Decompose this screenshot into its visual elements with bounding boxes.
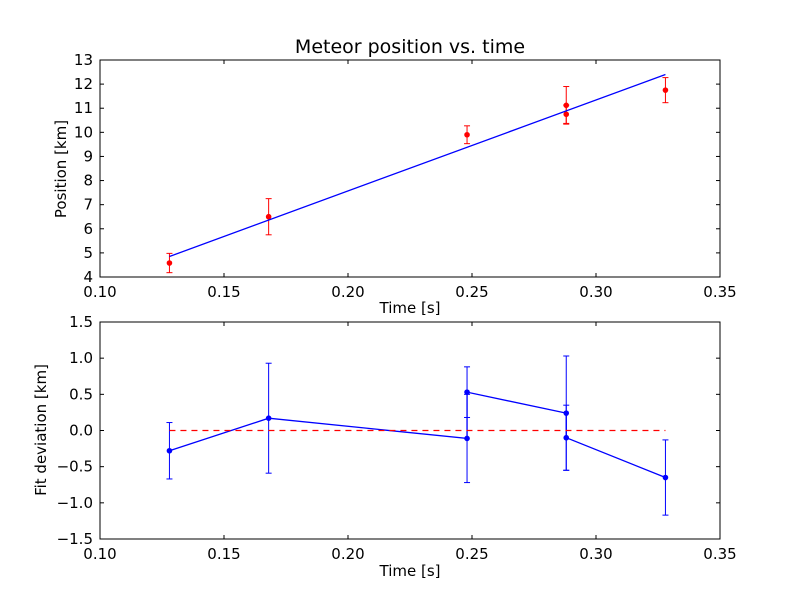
deviation-x-axis-label: Time [s]: [379, 562, 441, 580]
data-point: [464, 131, 470, 138]
y-tick-label: 9: [83, 147, 93, 165]
x-tick-label: 0.15: [207, 545, 240, 563]
position-ticks-layer: 0.10 0.15 0.20 0.25 0.30 0.35 4 5 6 7 8 9 10 11 12 13: [74, 51, 737, 301]
y-tick-label: 1.0: [69, 349, 93, 367]
y-tick-label: −0.5: [57, 458, 93, 476]
position-plot-frame: [99, 59, 721, 278]
x-tick-label: 0.10: [83, 283, 116, 301]
deviation-series-layer: [166, 355, 669, 516]
data-point: [662, 474, 669, 481]
chart-title: Meteor position vs. time: [295, 36, 525, 58]
data-point: [563, 102, 570, 109]
x-tick-label: 0.25: [455, 283, 488, 301]
y-tick-label: 6: [83, 220, 93, 238]
y-tick-label: 13: [74, 51, 93, 69]
data-point: [265, 213, 272, 220]
x-tick-label: 0.20: [331, 283, 364, 301]
y-tick-label: 0.0: [69, 422, 93, 440]
deviation-y-axis-label: Fit deviation [km]: [32, 364, 50, 496]
x-tick-label: 0.35: [703, 283, 736, 301]
linear-fit-line: [169, 73, 666, 258]
data-point: [662, 87, 669, 93]
data-point: [265, 415, 272, 422]
x-tick-label: 0.20: [331, 545, 364, 563]
data-point: [464, 389, 470, 395]
x-tick-label: 0.30: [579, 545, 612, 563]
y-tick-label: 0.5: [69, 385, 93, 403]
data-point: [166, 447, 173, 454]
position-y-axis-label: Position [km]: [52, 120, 70, 218]
y-tick-label: 8: [83, 172, 93, 190]
y-tick-label: 12: [74, 75, 93, 93]
y-tick-label: −1.0: [57, 494, 93, 512]
x-tick-label: 0.10: [83, 545, 116, 563]
x-tick-label: 0.15: [207, 283, 240, 301]
position-chart: 0.10 0.15 0.20 0.25 0.30 0.35 4 5 6 7 8 9 10 11 12 13 M…: [52, 36, 737, 317]
y-tick-label: 4: [83, 268, 93, 286]
y-tick-label: 10: [74, 123, 93, 141]
data-point: [563, 434, 570, 441]
deviation-ticks-layer: 0.10 0.15 0.20 0.25 0.30 0.35 −1.5 −1.0 −0.5 0.0 0…: [57, 313, 737, 563]
x-tick-label: 0.35: [703, 545, 736, 563]
deviation-chart: 0.10 0.15 0.20 0.25 0.30 0.35 −1.5 −1.0 −0.5 0.0 0…: [32, 313, 737, 580]
x-tick-label: 0.25: [455, 545, 488, 563]
data-point: [166, 260, 173, 266]
y-tick-label: −1.5: [57, 530, 93, 548]
y-tick-label: 5: [83, 244, 93, 262]
y-tick-label: 11: [74, 99, 93, 117]
x-tick-label: 0.30: [579, 283, 612, 301]
data-point: [464, 435, 470, 442]
y-tick-label: 1.5: [69, 313, 93, 331]
y-tick-label: 7: [83, 196, 93, 214]
position-series-layer: [166, 73, 669, 274]
position-x-axis-label: Time [s]: [379, 299, 441, 317]
